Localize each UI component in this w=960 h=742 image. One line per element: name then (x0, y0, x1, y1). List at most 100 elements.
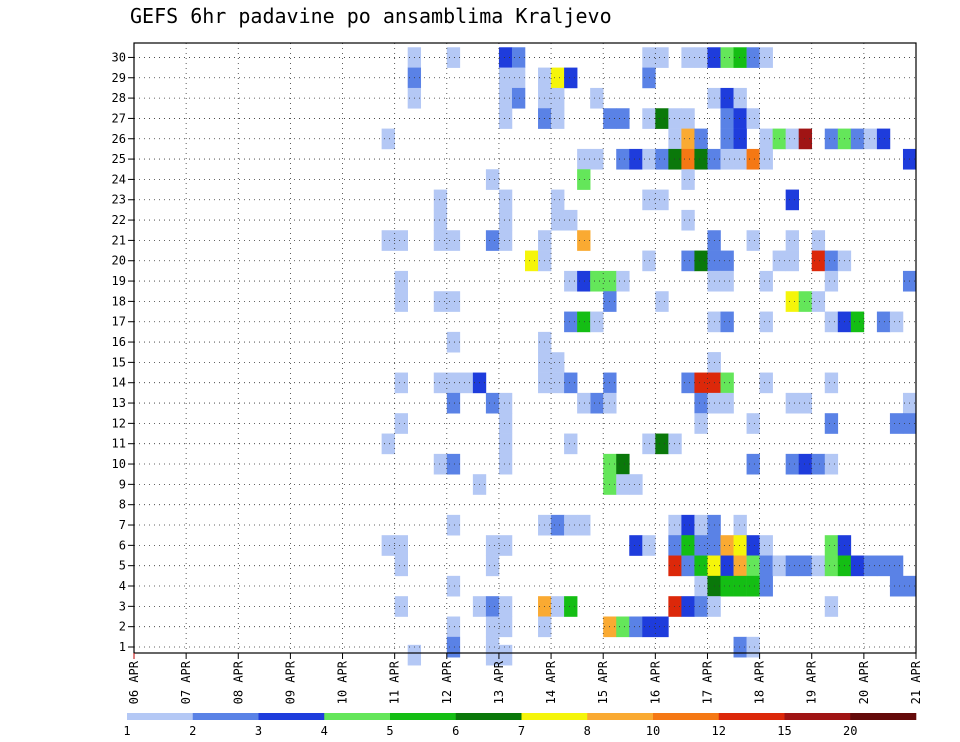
heatmap-cell (694, 128, 708, 150)
heatmap-cell (759, 535, 773, 556)
heatmap-cell (733, 128, 747, 150)
heatmap-cell (577, 169, 591, 190)
x-tick-label: 10 APR (336, 660, 350, 704)
heatmap-cell (629, 148, 643, 170)
heatmap-cell (577, 230, 591, 251)
heatmap-cell (733, 108, 747, 129)
heatmap-cell (863, 555, 878, 577)
heatmap-cell (720, 311, 734, 333)
y-tick-label: 30 (112, 50, 126, 64)
x-tick-label: 21 APR (909, 660, 923, 704)
heatmap-cell (629, 474, 643, 495)
y-tick-label: 5 (119, 559, 126, 573)
y-tick-label: 19 (112, 274, 126, 288)
y-tick-label: 15 (112, 355, 126, 369)
heatmap-cell (850, 128, 865, 150)
heatmap-cell (681, 209, 695, 231)
heatmap-cell (720, 108, 734, 129)
heatmap-cell (446, 453, 461, 475)
heatmap-cell (720, 270, 734, 292)
heatmap-cell (577, 392, 591, 414)
heatmap-cell (577, 148, 591, 170)
legend-swatch (850, 713, 917, 720)
heatmap-cell (642, 250, 656, 272)
legend-label: 15 (777, 724, 791, 738)
heatmap-cell (746, 148, 760, 170)
heatmap-cell (798, 291, 813, 312)
heatmap-cell (720, 250, 734, 272)
heatmap-cell (746, 575, 760, 597)
heatmap-cell (407, 644, 422, 666)
legend-swatch (258, 713, 325, 720)
heatmap-cell (564, 596, 578, 617)
x-tick-label: 07 APR (179, 660, 193, 704)
x-axis: 06 APR 07 APR 08 APR 09 APR 10 APR 11 APR 12 A… (127, 653, 923, 704)
heatmap-cell (655, 47, 669, 68)
heatmap-cell (824, 128, 839, 150)
y-tick-label: 2 (119, 620, 126, 634)
heatmap-cell (629, 535, 643, 556)
heatmap-cell (733, 47, 747, 68)
heatmap-cell (876, 128, 891, 150)
y-tick-label: 3 (119, 599, 126, 613)
heatmap-cell (720, 128, 734, 150)
legend-swatch (784, 713, 851, 720)
legend-label: 8 (584, 724, 591, 738)
plot-frame (133, 42, 917, 654)
heatmap-cell (733, 514, 747, 536)
heatmap-cell (655, 189, 669, 211)
x-tick-label: 15 APR (596, 660, 610, 704)
heatmap-cell (642, 433, 656, 455)
heatmap-cell (759, 311, 773, 333)
heatmap-cell (759, 270, 773, 292)
heatmap-cell (798, 453, 813, 475)
x-tick-label: 19 APR (805, 660, 819, 704)
heatmap-cell (642, 108, 656, 129)
heatmap-cell (746, 453, 760, 475)
y-tick-label: 12 (112, 416, 126, 430)
heatmap-cell (564, 270, 578, 292)
heatmap-cell (551, 87, 565, 109)
heatmap-cell (824, 413, 839, 434)
y-tick-label: 14 (112, 376, 126, 390)
heatmap-cell (551, 514, 565, 536)
heatmap-cell (564, 311, 578, 333)
heatmap-cell (498, 596, 513, 617)
heatmap-cell (694, 392, 708, 414)
heatmap-cell (889, 555, 904, 577)
heatmap-cell (668, 433, 682, 455)
heatmap-cell (733, 535, 747, 556)
y-tick-label: 21 (112, 233, 126, 247)
heatmap-cell (759, 372, 773, 394)
heatmap-cell (498, 47, 513, 68)
heatmap-cell (616, 453, 630, 475)
heatmap-cell (824, 596, 839, 617)
heatmap-cell (746, 108, 760, 129)
heatmap-cell (564, 67, 578, 89)
heatmap-cell (394, 372, 408, 394)
heatmap-cell (720, 87, 734, 109)
heatmap-cell (733, 575, 747, 597)
legend-swatch (127, 713, 194, 720)
heatmap-cell (433, 291, 448, 312)
y-tick-label: 24 (112, 172, 126, 186)
y-tick-label: 9 (119, 477, 126, 491)
heatmap-cell (564, 514, 578, 536)
heatmap-cell (720, 575, 734, 597)
x-tick-label: 18 APR (753, 660, 767, 704)
heatmap-cell (394, 596, 408, 617)
legend-label: 20 (843, 724, 857, 738)
heatmap-cell (681, 108, 695, 129)
heatmap-cell (798, 392, 813, 414)
heatmap-cell (394, 535, 408, 556)
heatmap-cell (668, 555, 682, 577)
heatmap-cell (668, 148, 682, 170)
heatmap-cell (564, 433, 578, 455)
heatmap-cell (551, 108, 565, 129)
heatmap-cell (616, 616, 630, 638)
legend-label: 7 (518, 724, 525, 738)
heatmap-cell (564, 209, 578, 231)
heatmap-cell (668, 128, 682, 150)
heatmap-cell (824, 311, 839, 333)
heatmap-cell (616, 474, 630, 495)
